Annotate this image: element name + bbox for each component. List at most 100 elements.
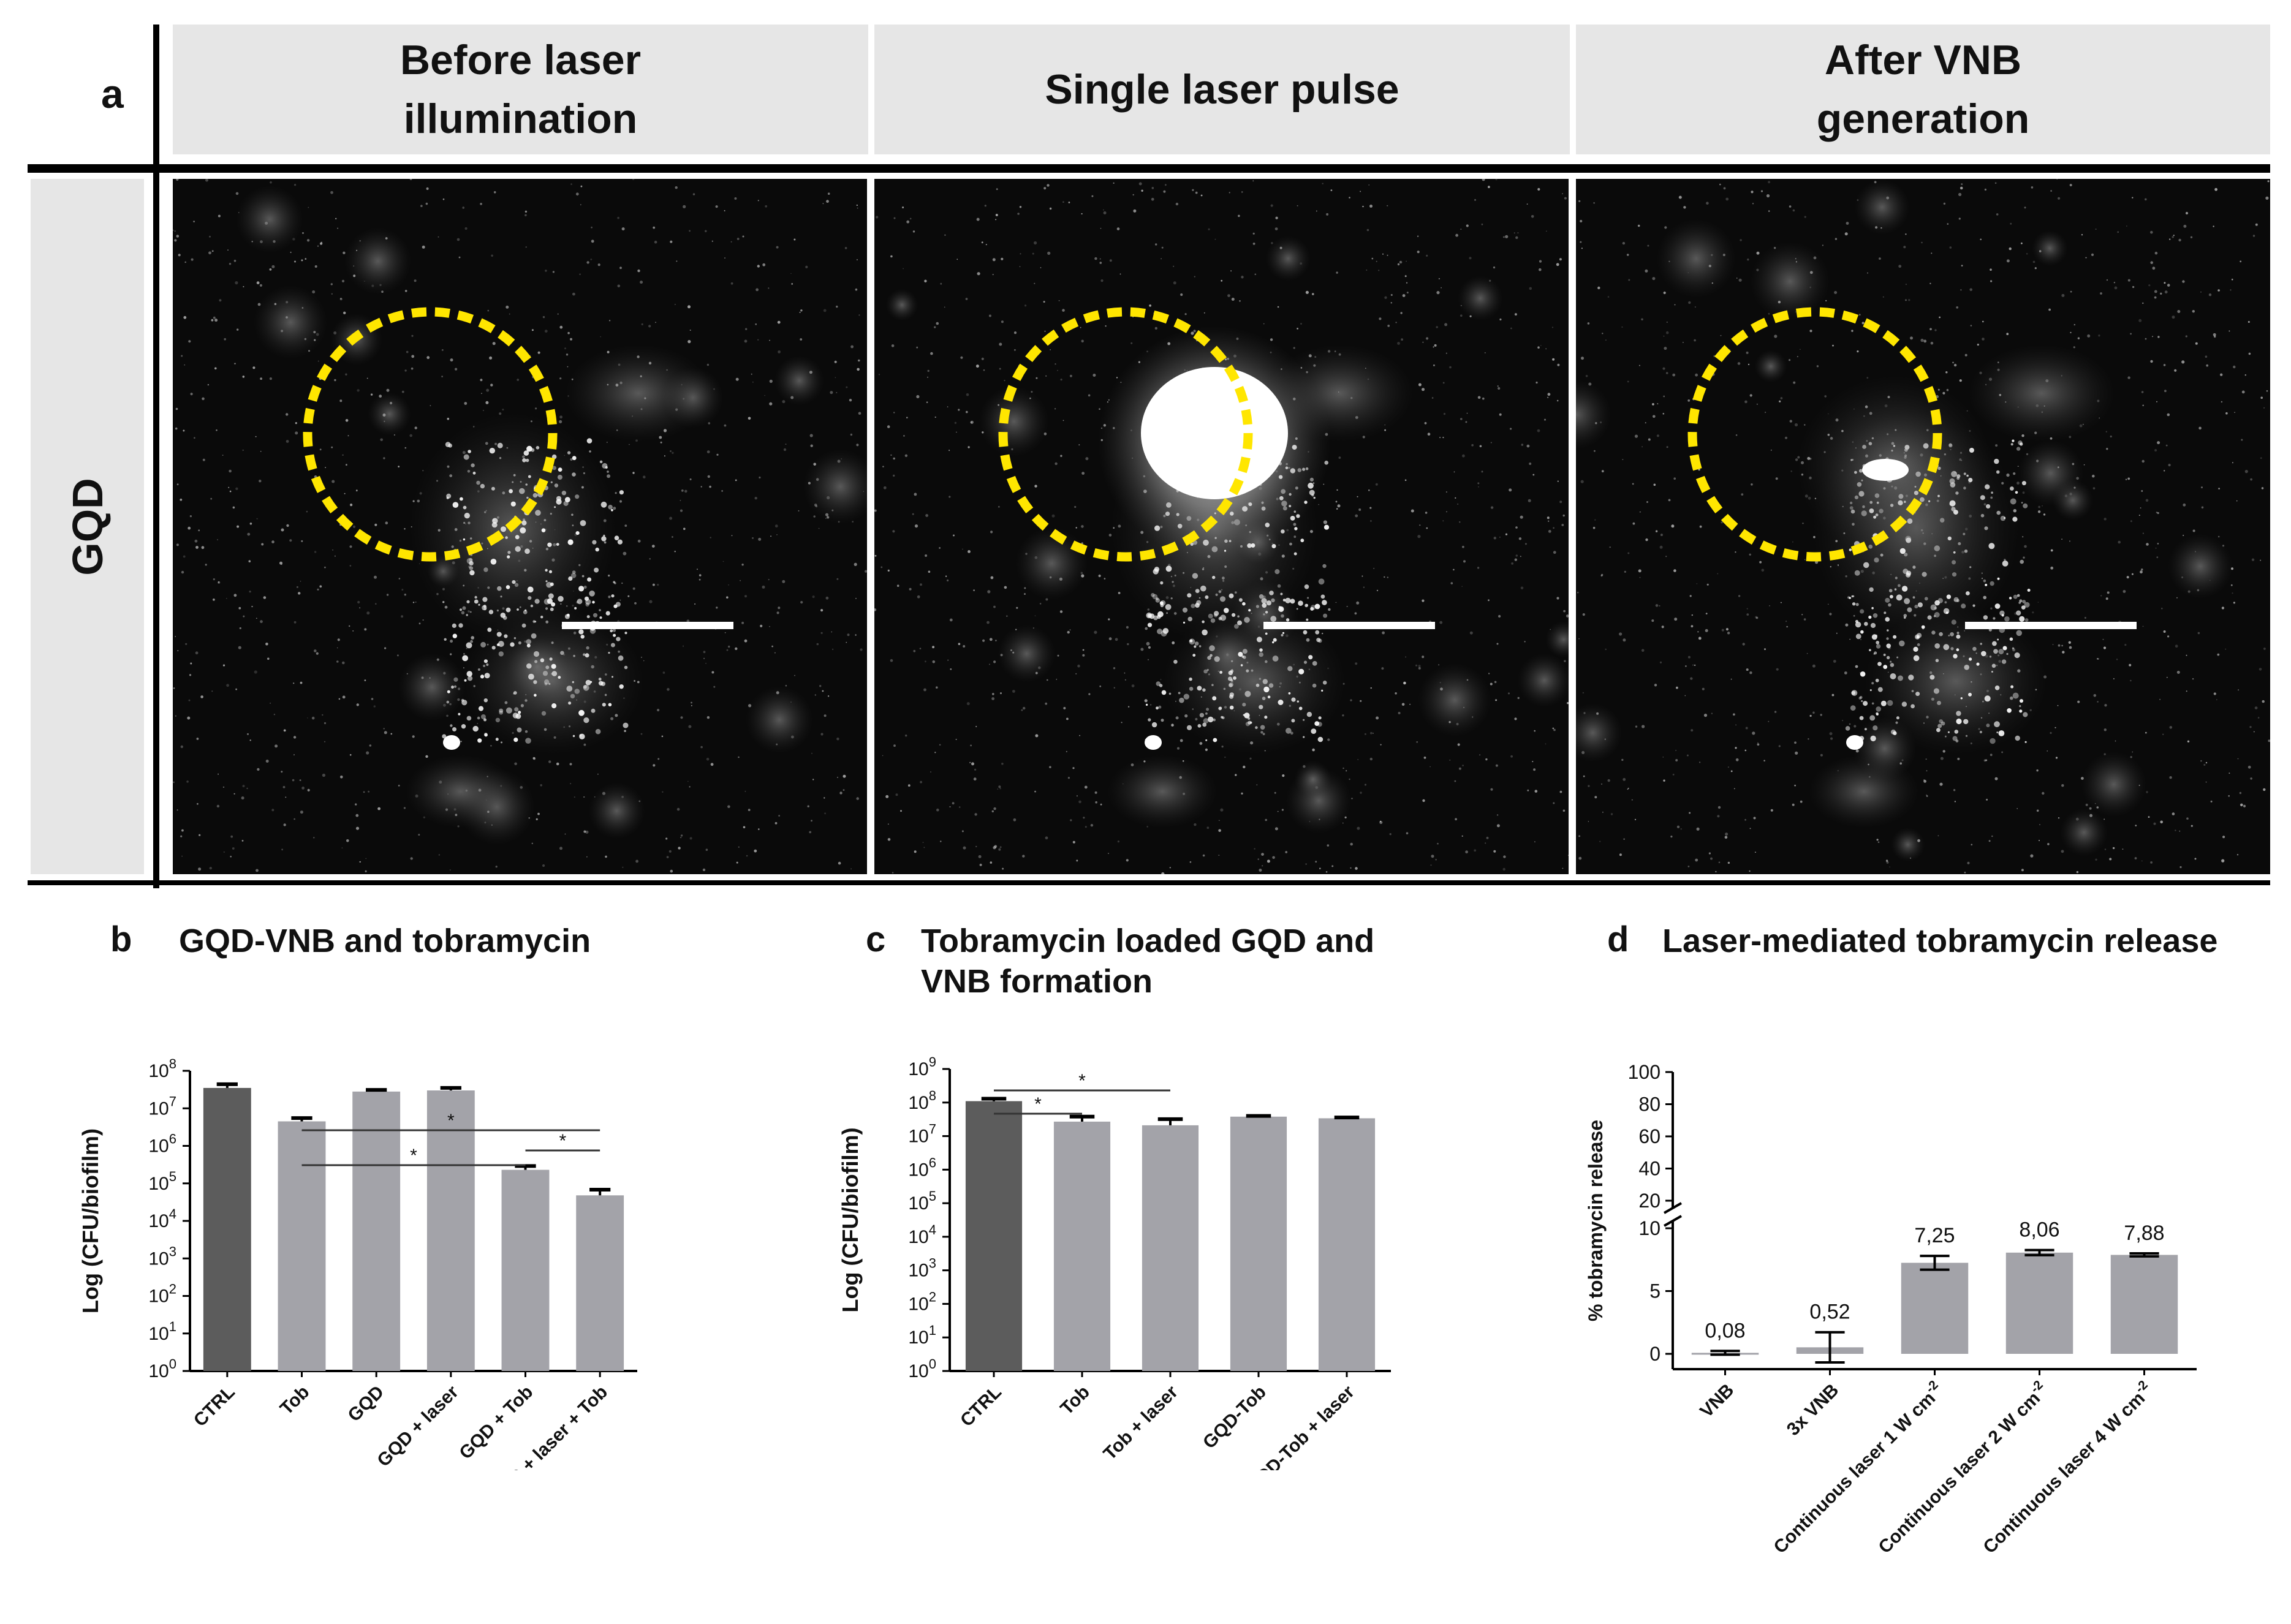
noise-speck [1357, 826, 1360, 830]
noise-speck [344, 493, 346, 494]
noise-speck [1494, 681, 1497, 684]
bacteria-speck [1282, 632, 1285, 634]
noise-speck [1039, 603, 1042, 605]
bacteria-speck [1851, 690, 1858, 697]
noise-speck [1664, 347, 1667, 350]
noise-speck [307, 717, 308, 719]
noise-speck [1034, 282, 1036, 284]
noise-speck [2105, 431, 2107, 432]
bacteria-speck [1288, 692, 1291, 695]
noise-speck [267, 657, 270, 660]
noise-speck [1285, 851, 1288, 853]
bar-gqd-laser [426, 1090, 475, 1371]
bacteria-speck [1972, 646, 1977, 651]
noise-speck [359, 607, 361, 609]
bacteria-speck [521, 520, 527, 526]
noise-speck [1149, 304, 1151, 307]
noise-speck [939, 744, 941, 746]
noise-speck [383, 728, 385, 730]
noise-speck [1227, 294, 1230, 297]
bacteria-speck [1864, 622, 1868, 626]
noise-speck [1520, 515, 1523, 519]
bacteria-speck [474, 595, 477, 599]
noise-speck [464, 402, 468, 405]
bacteria-speck [1294, 527, 1298, 531]
bacteria-speck [1290, 731, 1293, 735]
noise-speck [1744, 818, 1746, 821]
noise-speck [1330, 189, 1333, 191]
noise-speck [617, 284, 621, 288]
noise-speck [357, 600, 360, 604]
noise-speck [1905, 284, 1907, 285]
noise-speck [1582, 613, 1585, 616]
noise-speck [185, 643, 187, 645]
background-haze [1545, 621, 1569, 658]
bacteria-speck [1213, 738, 1217, 742]
bacteria-speck [2019, 616, 2025, 622]
bacteria-speck [1291, 697, 1296, 702]
noise-speck [2127, 376, 2130, 379]
biofilm-cluster [406, 755, 516, 828]
noise-speck [1534, 730, 1536, 732]
noise-speck [705, 662, 707, 664]
noise-speck [887, 569, 890, 572]
bacteria-speck [2009, 637, 2013, 641]
noise-speck [1727, 861, 1730, 864]
noise-speck [1013, 818, 1017, 821]
bacteria-speck [1986, 723, 1990, 728]
bacteria-speck [2019, 709, 2023, 713]
noise-speck [1537, 187, 1540, 191]
noise-speck [1515, 236, 1518, 240]
noise-speck [923, 847, 925, 848]
noise-speck [1094, 630, 1097, 634]
noise-speck [1748, 363, 1750, 366]
noise-speck [1742, 643, 1745, 646]
bacteria-speck [608, 505, 613, 510]
noise-speck [176, 809, 178, 811]
noise-speck [1563, 610, 1566, 613]
noise-speck [1605, 339, 1607, 341]
noise-speck [1427, 432, 1431, 436]
noise-speck [1024, 593, 1026, 595]
noise-speck [940, 840, 942, 842]
noise-speck [320, 241, 323, 243]
noise-speck [340, 776, 343, 779]
noise-speck [2182, 280, 2185, 283]
noise-speck [2125, 478, 2127, 480]
noise-speck [216, 804, 220, 808]
noise-speck [2141, 459, 2145, 463]
noise-speck [1779, 400, 1781, 402]
noise-speck [1695, 306, 1696, 308]
noise-speck [1461, 586, 1463, 587]
bacteria-speck [471, 636, 474, 640]
noise-speck [2106, 448, 2108, 450]
bacteria-speck [1956, 648, 1960, 652]
noise-speck [1668, 499, 1671, 502]
noise-speck [175, 427, 178, 430]
bacteria-speck [1890, 595, 1893, 599]
noise-speck [373, 705, 376, 708]
noise-speck [1360, 191, 1361, 192]
noise-speck [1514, 313, 1517, 316]
noise-speck [1536, 381, 1538, 384]
noise-speck [2156, 401, 2157, 402]
noise-speck [914, 524, 918, 528]
noise-speck [2085, 257, 2087, 259]
noise-speck [438, 854, 441, 856]
noise-speck [195, 651, 199, 655]
bacteria-speck [1983, 615, 1988, 620]
noise-speck [1398, 712, 1401, 714]
noise-speck [979, 863, 982, 866]
noise-speck [293, 736, 297, 739]
noise-speck [1744, 400, 1748, 404]
bacteria-speck [614, 535, 619, 540]
bacteria-speck [1317, 736, 1323, 742]
noise-speck [672, 451, 674, 454]
noise-speck [1265, 818, 1267, 821]
noise-speck [906, 417, 908, 418]
bacteria-speck [520, 704, 524, 708]
noise-speck [1642, 446, 1643, 448]
noise-speck [1316, 210, 1317, 212]
noise-speck [1831, 693, 1835, 697]
noise-speck [850, 345, 854, 349]
